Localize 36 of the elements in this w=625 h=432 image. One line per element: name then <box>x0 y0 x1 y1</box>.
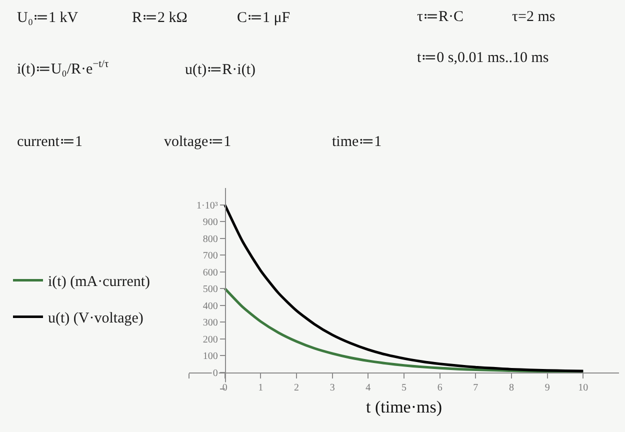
y-tick-label: 200 <box>202 334 218 346</box>
y-tick-label: 600 <box>202 267 218 278</box>
x-tick-label: 8 <box>509 382 514 394</box>
text: current≔1 <box>17 134 82 150</box>
x-tick-label: 2 <box>294 382 299 394</box>
y-tick-label: 500 <box>202 284 218 295</box>
y-tick-label: 700 <box>202 250 218 262</box>
text: τ≔R·C <box>417 9 464 25</box>
text: τ=2 ms <box>512 9 556 25</box>
text: u(t)≔R·i(t) <box>185 62 256 78</box>
x-tick-label: 4 <box>366 382 371 394</box>
y-tick-label: 400 <box>202 300 218 312</box>
x-tick-label: 1 <box>258 382 264 394</box>
text: time≔1 <box>332 134 382 150</box>
x-tick-label: 6 <box>437 382 442 394</box>
y-tick-label: 0 <box>212 368 218 379</box>
y-tick-label: 1·10³ <box>196 200 218 212</box>
text: t≔0 s,0.01 ms..10 ms <box>417 50 549 66</box>
legend-label: u(t) (V·voltage) <box>48 310 144 327</box>
text: C≔1 μF <box>237 10 290 26</box>
x-tick-label: 3 <box>330 382 335 394</box>
text: voltage≔1 <box>164 134 232 150</box>
y-tick-label: 300 <box>202 318 218 328</box>
line-series <box>224 203 584 372</box>
legend-label: i(t) (mA·current) <box>48 274 150 290</box>
y-tick-label: 100 <box>202 351 218 362</box>
x-tick-label: 9 <box>544 382 550 394</box>
text: i(t)≔U₀/R·e$^{−t/τ}$ <box>17 59 109 78</box>
x-tick-label: 10 <box>578 382 588 394</box>
y-tick-label: 900 <box>202 217 218 228</box>
x-tick-label: 5 <box>402 382 406 394</box>
y-tick-label: 800 <box>202 234 218 245</box>
x-tick-label: 7 <box>473 382 478 394</box>
text: R≔2 kΩ <box>132 10 188 26</box>
x-axis-title: t (time·ms) <box>366 398 442 417</box>
text: U₀≔1 kV <box>17 10 78 26</box>
